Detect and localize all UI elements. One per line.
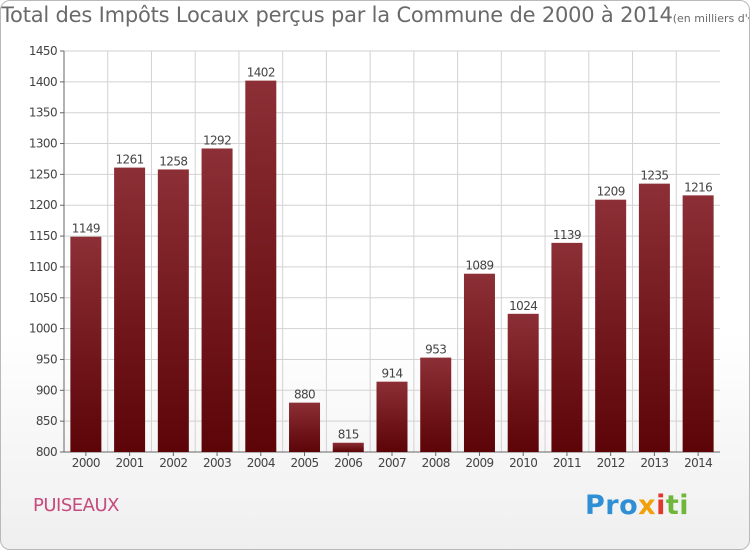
x-tick-label: 2013 bbox=[640, 456, 668, 470]
bar[interactable] bbox=[114, 167, 146, 453]
x-tick-label: 2000 bbox=[72, 456, 100, 470]
y-tick-label: 1050 bbox=[29, 291, 57, 305]
y-tick-label: 1300 bbox=[29, 137, 57, 151]
x-tick-label: 2002 bbox=[159, 456, 187, 470]
data-label: 1292 bbox=[203, 133, 231, 147]
x-tick-label: 2012 bbox=[597, 456, 625, 470]
data-label: 1209 bbox=[597, 185, 625, 199]
bar[interactable] bbox=[551, 242, 583, 452]
y-tick-label: 1350 bbox=[29, 106, 57, 120]
x-tick-label: 2010 bbox=[509, 456, 537, 470]
data-label: 1216 bbox=[684, 180, 712, 194]
data-label: 1258 bbox=[159, 154, 187, 168]
data-label: 914 bbox=[381, 367, 402, 381]
x-tick-label: 2006 bbox=[334, 456, 362, 470]
data-label: 953 bbox=[425, 343, 446, 357]
x-tick-label: 2014 bbox=[684, 456, 712, 470]
x-tick-label: 2005 bbox=[290, 456, 318, 470]
y-tick-label: 950 bbox=[36, 352, 57, 366]
bars bbox=[70, 80, 714, 453]
y-tick-label: 1100 bbox=[29, 260, 57, 274]
chart-title: Total des Impôts Locaux perçus par la Co… bbox=[1, 3, 673, 27]
y-tick-label: 900 bbox=[36, 383, 57, 397]
logo-part-4: ti bbox=[665, 490, 690, 521]
x-tick-labels: 2000 2001 2002 2003 2004 2005 2006 2007 2008 2009… bbox=[72, 456, 713, 470]
bar[interactable] bbox=[595, 199, 627, 452]
data-label: 1402 bbox=[247, 66, 275, 80]
data-label: 1235 bbox=[640, 169, 668, 183]
y-tick-label: 1000 bbox=[29, 322, 57, 336]
bar[interactable] bbox=[638, 183, 670, 452]
y-tick-label: 850 bbox=[36, 414, 57, 428]
bar[interactable] bbox=[157, 169, 189, 453]
y-tick-labels: 800 850 900 950 1000 1050 1100 1150 1200 1250 1300… bbox=[29, 44, 58, 459]
logo-part-2: x bbox=[638, 490, 657, 521]
bar[interactable] bbox=[420, 357, 452, 452]
bar[interactable] bbox=[376, 381, 408, 452]
y-tick-label: 1200 bbox=[29, 198, 57, 212]
y-tick-label: 1250 bbox=[29, 167, 57, 181]
x-tick-label: 2007 bbox=[378, 456, 406, 470]
x-tick-label: 2008 bbox=[422, 456, 450, 470]
title-block: Total des Impôts Locaux perçus par la Co… bbox=[1, 3, 749, 27]
bar[interactable] bbox=[201, 148, 233, 452]
bar[interactable] bbox=[507, 313, 539, 452]
y-tick-label: 1400 bbox=[29, 75, 57, 89]
value-labels: 1149 1261 1258 1292 1402 880 815 914 953 1089 1024… bbox=[72, 66, 713, 442]
chart-subtitle: (en milliers d'€) bbox=[672, 12, 749, 25]
x-tick-label: 2009 bbox=[465, 456, 493, 470]
bar[interactable] bbox=[289, 402, 321, 452]
bar[interactable] bbox=[245, 80, 277, 452]
data-label: 1261 bbox=[116, 153, 144, 167]
proxiti-logo[interactable]: Proxiti bbox=[585, 490, 689, 521]
data-label: 1139 bbox=[553, 228, 581, 242]
logo-part-3: i bbox=[656, 490, 666, 521]
data-label: 1024 bbox=[509, 299, 537, 313]
data-label: 815 bbox=[338, 428, 359, 442]
data-label: 880 bbox=[294, 388, 315, 402]
y-tick-label: 1450 bbox=[29, 44, 57, 58]
commune-name: PUISEAUX bbox=[33, 495, 119, 516]
x-tick-label: 2001 bbox=[116, 456, 144, 470]
data-label: 1149 bbox=[72, 222, 100, 236]
bar[interactable] bbox=[70, 236, 102, 452]
data-label: 1089 bbox=[465, 259, 493, 273]
y-tick-label: 1150 bbox=[29, 229, 57, 243]
bar[interactable] bbox=[463, 273, 495, 452]
x-tick-label: 2011 bbox=[553, 456, 581, 470]
x-tick-label: 2004 bbox=[247, 456, 275, 470]
bar[interactable] bbox=[332, 442, 364, 452]
logo-part-1: Pro bbox=[585, 490, 639, 521]
x-tick-label: 2003 bbox=[203, 456, 231, 470]
y-tick-label: 800 bbox=[36, 445, 57, 459]
bar[interactable] bbox=[682, 195, 714, 453]
